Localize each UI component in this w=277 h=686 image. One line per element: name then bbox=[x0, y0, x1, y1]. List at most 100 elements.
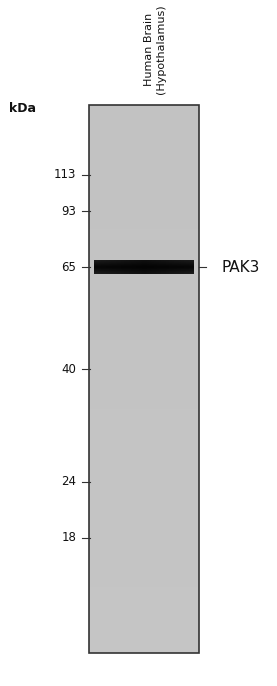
Bar bbox=[89, 319, 199, 322]
Bar bbox=[89, 119, 199, 122]
Bar bbox=[136, 260, 137, 274]
Bar bbox=[154, 260, 156, 274]
Bar bbox=[89, 106, 199, 108]
Bar bbox=[89, 623, 199, 626]
Bar bbox=[146, 260, 147, 274]
Bar bbox=[157, 260, 159, 274]
Bar bbox=[89, 595, 199, 598]
Bar bbox=[89, 311, 199, 314]
Bar bbox=[89, 590, 199, 593]
Bar bbox=[89, 245, 199, 248]
Bar bbox=[129, 260, 131, 274]
Bar bbox=[156, 260, 157, 274]
Bar bbox=[89, 579, 199, 582]
Bar bbox=[89, 220, 199, 223]
Bar bbox=[89, 510, 199, 513]
Bar bbox=[89, 256, 199, 259]
Bar bbox=[89, 445, 199, 448]
Bar bbox=[89, 133, 199, 136]
Bar bbox=[89, 228, 199, 231]
Bar bbox=[89, 626, 199, 628]
Bar bbox=[89, 453, 199, 456]
Bar bbox=[89, 508, 199, 510]
Bar bbox=[89, 606, 199, 609]
Bar bbox=[89, 128, 199, 130]
Bar bbox=[89, 418, 199, 421]
Bar bbox=[89, 552, 199, 554]
Bar bbox=[89, 642, 199, 645]
Bar bbox=[89, 639, 199, 642]
Bar bbox=[89, 475, 199, 478]
Bar bbox=[89, 108, 199, 111]
Bar bbox=[89, 130, 199, 133]
Bar bbox=[147, 260, 149, 274]
Bar bbox=[89, 521, 199, 524]
Bar bbox=[89, 459, 199, 462]
Bar bbox=[174, 260, 176, 274]
Bar bbox=[137, 260, 139, 274]
Bar bbox=[98, 260, 99, 274]
Bar bbox=[104, 260, 106, 274]
Text: kDa: kDa bbox=[9, 102, 36, 115]
Bar bbox=[109, 260, 111, 274]
Bar bbox=[94, 260, 96, 274]
Bar bbox=[192, 260, 194, 274]
Bar bbox=[89, 158, 199, 161]
Bar bbox=[89, 401, 199, 404]
Bar bbox=[89, 308, 199, 311]
Bar bbox=[152, 260, 154, 274]
Bar bbox=[89, 223, 199, 226]
Bar bbox=[89, 141, 199, 144]
Bar bbox=[89, 161, 199, 163]
Bar bbox=[89, 338, 199, 341]
Bar bbox=[89, 390, 199, 393]
Bar bbox=[89, 182, 199, 185]
Bar bbox=[89, 330, 199, 333]
Bar bbox=[89, 494, 199, 497]
Bar bbox=[89, 573, 199, 576]
Bar bbox=[117, 260, 119, 274]
Bar bbox=[89, 239, 199, 242]
Bar bbox=[89, 388, 199, 390]
Bar bbox=[89, 193, 199, 196]
Bar bbox=[89, 201, 199, 204]
Bar bbox=[89, 434, 199, 437]
Bar bbox=[89, 612, 199, 615]
Bar bbox=[89, 582, 199, 584]
Bar bbox=[89, 324, 199, 327]
Bar bbox=[151, 260, 152, 274]
Bar bbox=[89, 122, 199, 125]
Bar bbox=[89, 429, 199, 431]
Bar bbox=[89, 593, 199, 595]
Bar bbox=[89, 513, 199, 516]
Bar bbox=[89, 601, 199, 604]
Bar bbox=[89, 473, 199, 475]
Bar bbox=[89, 421, 199, 423]
Bar bbox=[89, 169, 199, 172]
Bar bbox=[89, 217, 199, 220]
Bar bbox=[89, 136, 199, 139]
Bar bbox=[114, 260, 116, 274]
Bar bbox=[89, 144, 199, 147]
Bar bbox=[89, 535, 199, 538]
Bar bbox=[89, 352, 199, 355]
Bar bbox=[144, 260, 146, 274]
Bar bbox=[89, 196, 199, 198]
Bar bbox=[89, 491, 199, 494]
Bar bbox=[89, 488, 199, 491]
Bar bbox=[89, 554, 199, 557]
Bar bbox=[127, 260, 129, 274]
Bar bbox=[89, 426, 199, 429]
Bar bbox=[171, 260, 172, 274]
Bar bbox=[89, 212, 199, 215]
Bar bbox=[89, 163, 199, 166]
Bar bbox=[89, 275, 199, 278]
Bar bbox=[89, 366, 199, 368]
Bar bbox=[102, 260, 104, 274]
Bar bbox=[89, 152, 199, 155]
Bar bbox=[89, 478, 199, 481]
Bar bbox=[89, 286, 199, 289]
Bar bbox=[89, 609, 199, 612]
Bar bbox=[89, 412, 199, 415]
Text: 18: 18 bbox=[61, 531, 76, 544]
